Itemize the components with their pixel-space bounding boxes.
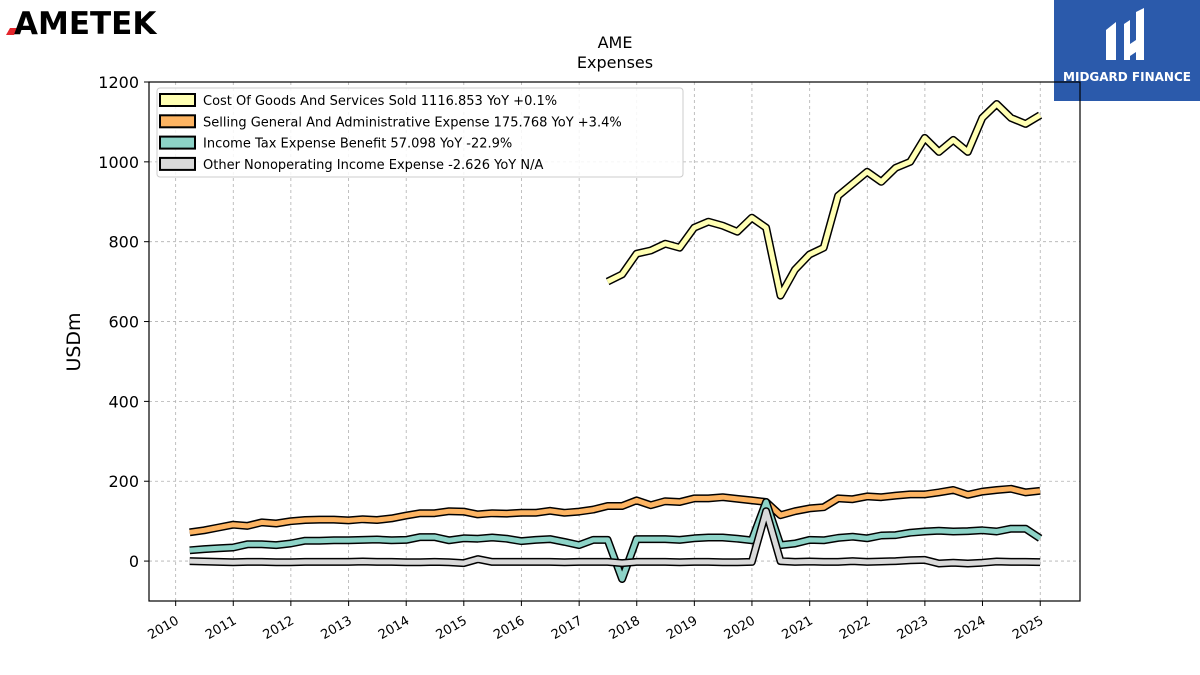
x-tick-label: 2013 xyxy=(318,613,354,643)
legend-label: Selling General And Administrative Expen… xyxy=(203,115,622,130)
x-tick-label: 2018 xyxy=(607,613,643,643)
company-logo: AMETEK xyxy=(4,2,204,42)
chart-subtitle: Expenses xyxy=(577,53,653,72)
y-tick-label: 1000 xyxy=(98,153,139,172)
x-tick-label: 2011 xyxy=(203,613,239,643)
brand-badge: MIDGARD FINANCE xyxy=(1054,0,1200,101)
legend-label: Income Tax Expense Benefit 57.098 YoY -2… xyxy=(203,137,512,152)
y-tick-label: 200 xyxy=(108,472,139,491)
x-tick-label: 2016 xyxy=(491,613,527,643)
y-tick-label: 0 xyxy=(129,552,139,571)
legend-swatch xyxy=(159,156,196,171)
logo-text: AMETEK xyxy=(14,6,157,42)
y-tick-label: 800 xyxy=(108,233,139,252)
series-line xyxy=(189,486,1041,535)
y-tick-label: 1200 xyxy=(98,73,139,92)
legend-box xyxy=(156,87,684,178)
series-line xyxy=(189,508,1041,566)
x-tick-label: 2017 xyxy=(549,613,585,643)
x-tick-label: 2012 xyxy=(261,613,297,643)
x-tick-label: 2021 xyxy=(780,613,816,643)
legend-swatch xyxy=(159,93,196,107)
badge-text: MIDGARD FINANCE xyxy=(1063,70,1191,84)
x-tick-label: 2022 xyxy=(837,613,873,643)
legend: Cost Of Goods And Services Sold 1116.853… xyxy=(156,87,684,178)
chart-title: AME xyxy=(598,33,633,52)
series-lines xyxy=(189,100,1043,583)
x-tick-label: 2014 xyxy=(376,613,412,643)
midgard-logo-icon xyxy=(1106,8,1144,60)
plot-frame xyxy=(148,81,1081,602)
logo-accent-icon xyxy=(6,28,18,35)
legend-swatch xyxy=(159,114,196,129)
y-axis-label: USDm xyxy=(63,312,85,371)
legend-label: Other Nonoperating Income Expense -2.626… xyxy=(203,158,543,173)
x-tick-label: 2025 xyxy=(1010,613,1046,643)
x-tick-label: 2019 xyxy=(664,613,700,643)
y-tick-label: 600 xyxy=(108,313,139,332)
x-tick-label: 2010 xyxy=(146,613,182,643)
x-tick-label: 2020 xyxy=(722,613,758,643)
legend-label: Cost Of Goods And Services Sold 1116.853… xyxy=(203,94,557,109)
series-line xyxy=(606,101,1042,299)
x-tick-label: 2024 xyxy=(952,613,988,643)
legend-swatch xyxy=(159,135,196,150)
x-tick-label: 2015 xyxy=(434,613,470,643)
y-tick-label: 400 xyxy=(108,392,139,411)
x-tick-label: 2023 xyxy=(895,613,931,643)
